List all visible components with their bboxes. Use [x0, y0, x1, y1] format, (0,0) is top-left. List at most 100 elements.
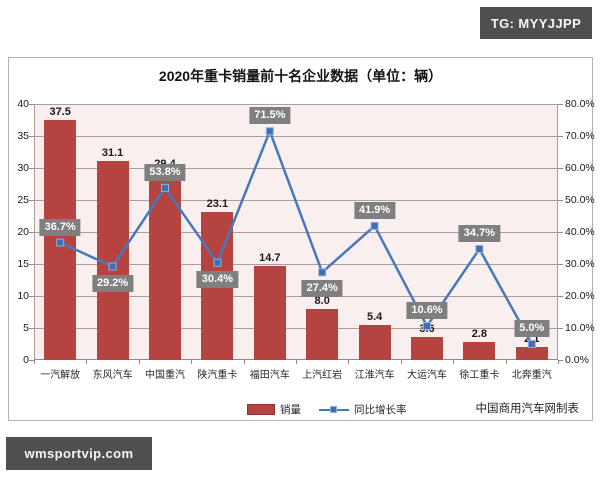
- legend: 销量 同比增长率: [247, 402, 407, 417]
- y-axis-tick-label-left: 25: [17, 194, 29, 206]
- y-axis-tick-left: [29, 264, 34, 265]
- y-axis-tick-right: [558, 232, 563, 233]
- telegram-badge: TG: MYYJJPP: [480, 7, 592, 39]
- gridline: [34, 328, 558, 329]
- y-axis-tick-label-left: 5: [23, 322, 29, 334]
- y-axis-tick-right: [558, 296, 563, 297]
- y-axis-tick-label-right: 50.0%: [565, 194, 595, 206]
- gridline: [34, 136, 558, 137]
- growth-value-label: 41.9%: [353, 201, 396, 219]
- y-axis-tick-right: [558, 360, 563, 361]
- line-marker-icon: [423, 322, 431, 331]
- x-axis-label: 陕汽重卡: [197, 370, 238, 381]
- plot-area: 37.531.129.423.114.78.05.43.62.82.136.7%…: [34, 104, 558, 360]
- growth-value-label: 29.2%: [91, 274, 134, 292]
- y-axis-tick-label-right: 70.0%: [565, 130, 595, 142]
- y-axis-tick-label-left: 30: [17, 162, 29, 174]
- y-axis-tick-left: [29, 104, 34, 105]
- y-axis-tick-label-right: 40.0%: [565, 226, 595, 238]
- y-axis-tick-label-right: 20.0%: [565, 290, 595, 302]
- x-axis-tick: [400, 360, 402, 364]
- gridline: [34, 104, 558, 105]
- line-marker-icon: [56, 238, 65, 247]
- growth-value-label: 10.6%: [406, 302, 448, 320]
- x-axis-label: 大运汽车: [407, 370, 447, 381]
- sales-bar: [253, 265, 286, 360]
- x-axis-label: 徐工重卡: [459, 370, 500, 381]
- x-axis-label: 江淮汽车: [354, 370, 395, 381]
- sales-bar: [358, 325, 391, 360]
- gridline: [34, 168, 558, 169]
- y-axis-tick-label-right: 80.0%: [565, 98, 595, 110]
- legend-label-sales: 销量: [280, 404, 301, 416]
- y-axis-tick-label-right: 10.0%: [565, 322, 595, 334]
- y-axis-tick-label-right: 30.0%: [565, 258, 595, 270]
- y-axis-tick-right: [558, 104, 563, 105]
- growth-value-label: 53.8%: [144, 163, 186, 181]
- gridline: [34, 232, 558, 233]
- growth-line: [56, 127, 536, 348]
- growth-value-label: 5.0%: [514, 320, 550, 337]
- source-note: 中国商用汽车网制表: [475, 403, 580, 415]
- y-axis-tick-label-left: 10: [17, 290, 29, 302]
- chart-container: 2020年重卡销量前十名企业数据（单位：辆） 37.531.129.423.11…: [8, 57, 595, 421]
- gridline: [34, 296, 558, 297]
- growth-value-label: 27.4%: [301, 280, 343, 298]
- sales-bar: [306, 308, 339, 360]
- x-axis-line: [34, 359, 558, 360]
- bar-value-label: 8.0: [314, 294, 330, 307]
- y-axis-tick-left: [29, 360, 34, 361]
- legend-item-growth: 同比增长率: [319, 402, 407, 417]
- gridline: [34, 264, 558, 265]
- line-marker-icon: [475, 244, 484, 253]
- x-axis-label: 中国重汽: [145, 370, 185, 381]
- x-axis-tick: [558, 360, 559, 364]
- legend-item-sales: 销量: [247, 402, 301, 417]
- y-axis-tick-label-left: 15: [17, 258, 29, 270]
- sales-bar: [515, 346, 548, 360]
- y-axis-tick-left: [29, 296, 34, 297]
- line-marker-icon: [213, 258, 222, 267]
- x-axis-tick: [191, 360, 193, 364]
- y-axis-tick-right: [558, 200, 563, 201]
- x-axis-label: 一汽解放: [40, 370, 81, 381]
- y-axis-tick-left: [29, 168, 34, 169]
- x-axis-tick: [296, 360, 297, 364]
- x-axis-tick: [243, 360, 245, 364]
- y-axis-tick-left: [29, 136, 34, 137]
- x-axis-tick: [505, 360, 507, 364]
- growth-value-label: 71.5%: [249, 107, 291, 125]
- watermark-badge: wmsportvip.com: [6, 437, 152, 470]
- y-axis-tick-label-left: 40: [17, 98, 29, 110]
- x-axis-label: 福田汽车: [249, 370, 290, 381]
- growth-line-swatch-icon: [319, 405, 349, 414]
- sales-bar: [411, 336, 443, 360]
- sales-bar-swatch-icon: [247, 404, 275, 415]
- x-axis-tick: [34, 360, 35, 364]
- chart-title: 2020年重卡销量前十名企业数据（单位：辆）: [158, 68, 443, 84]
- line-marker-icon: [370, 221, 379, 230]
- y-axis-tick-right: [558, 136, 563, 137]
- y-axis-tick-label-right: 0.0%: [565, 354, 589, 366]
- line-marker-icon: [318, 268, 327, 277]
- y-axis-tick-label-left: 0: [23, 354, 29, 366]
- y-axis-tick-label-left: 20: [17, 226, 29, 238]
- y-axis-tick-right: [558, 328, 563, 329]
- y-axis-tick-label-right: 60.0%: [565, 162, 595, 174]
- y-axis-tick-left: [29, 328, 34, 329]
- growth-value-label: 30.4%: [196, 270, 238, 288]
- x-axis-tick: [138, 360, 140, 364]
- line-marker-icon: [265, 127, 274, 136]
- y-axis-tick-left: [29, 200, 34, 201]
- bar-value-label: 31.1: [101, 146, 124, 159]
- bar-value-label: 2.8: [471, 328, 488, 341]
- line-marker-icon: [108, 262, 117, 271]
- growth-value-label: 34.7%: [458, 224, 500, 242]
- x-axis-tick: [453, 360, 455, 364]
- line-marker-icon: [527, 340, 536, 348]
- x-axis-label: 上汽红岩: [302, 370, 343, 381]
- line-marker-icon: [161, 183, 169, 192]
- growth-value-label: 36.7%: [39, 218, 81, 236]
- x-axis-label: 北奔重汽: [511, 370, 552, 381]
